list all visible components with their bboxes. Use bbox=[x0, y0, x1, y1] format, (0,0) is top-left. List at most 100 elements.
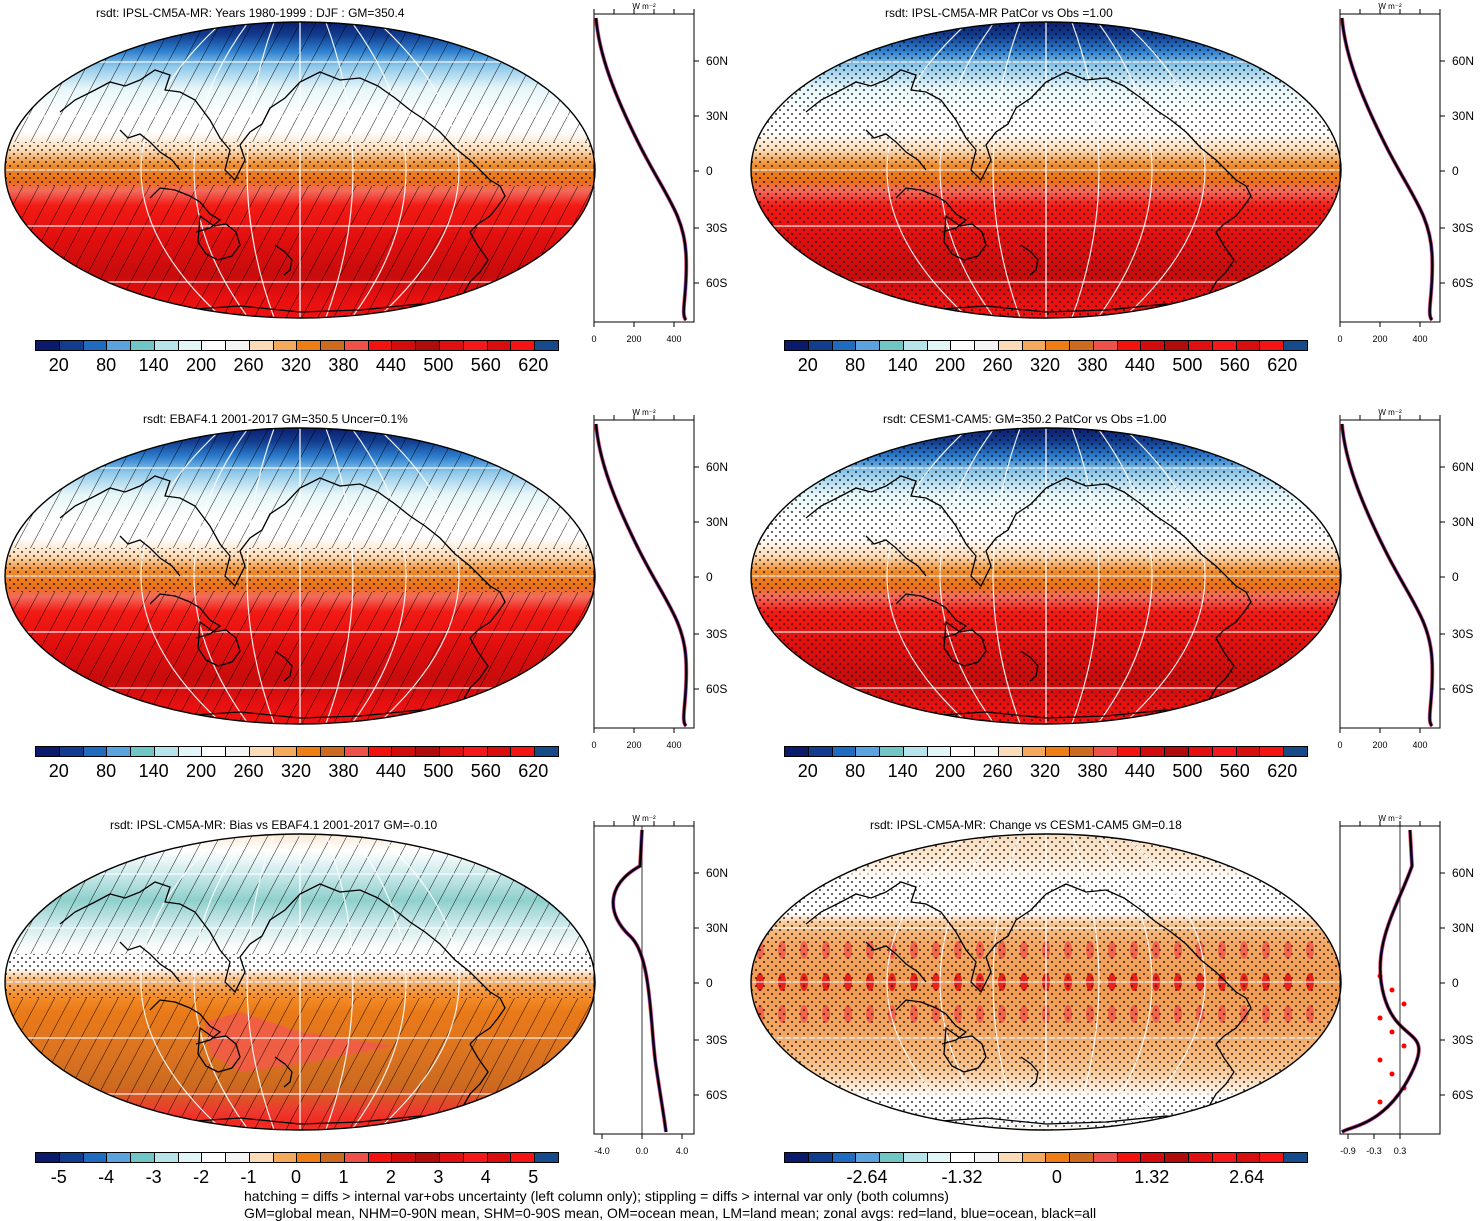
colorbar-swatch bbox=[344, 341, 369, 350]
colorbar-label: 200 bbox=[186, 761, 217, 781]
zonal-unit: W m⁻² bbox=[1378, 408, 1402, 417]
colorbar-label: 620 bbox=[518, 761, 549, 781]
colorbar-swatch bbox=[903, 747, 928, 756]
colorbar-swatch bbox=[154, 1153, 179, 1162]
colorbar-swatch bbox=[1284, 341, 1307, 350]
colorbar-swatch bbox=[368, 747, 393, 756]
colorbar-swatch bbox=[903, 341, 928, 350]
colorbar-label: 320 bbox=[280, 355, 312, 375]
zonal-lat-label: 60N bbox=[1452, 54, 1474, 68]
colorbar-label: 260 bbox=[233, 761, 264, 781]
zonal-unit: W m⁻² bbox=[632, 408, 656, 417]
colorbar-swatch bbox=[1141, 747, 1166, 756]
colorbar-ebaf bbox=[35, 746, 559, 757]
colorbar-swatch bbox=[1260, 341, 1285, 350]
panel-title-ebaf: rsdt: EBAF4.1 2001-2017 GM=350.5 Uncer=0… bbox=[143, 412, 408, 426]
colorbar-swatch bbox=[1141, 1153, 1166, 1162]
colorbar-label: 440 bbox=[1124, 355, 1155, 375]
colorbar-swatch bbox=[344, 747, 369, 756]
colorbar-label: 500 bbox=[423, 355, 454, 375]
colorbar-swatch bbox=[154, 747, 179, 756]
zonal-tick-label: 0.0 bbox=[636, 1146, 649, 1156]
colorbar-label: 4 bbox=[480, 1167, 491, 1187]
colorbar-swatch bbox=[808, 341, 833, 350]
zonal-ebaf: W m⁻² 60N 30N 0 30S 60S 0 200 400 bbox=[591, 408, 728, 750]
colorbar-swatch bbox=[535, 341, 558, 350]
colorbar-swatch bbox=[1093, 1153, 1118, 1162]
colorbar-swatch bbox=[36, 747, 60, 756]
colorbar-swatch bbox=[1070, 1153, 1094, 1162]
colorbar-swatch bbox=[1165, 747, 1190, 756]
colorbar-swatch bbox=[463, 747, 488, 756]
colorbar-swatch bbox=[273, 1153, 298, 1162]
map-cesm bbox=[750, 427, 1342, 725]
zonal-bias: W m⁻² 60N 30N 0 30S 60S -4.0 0.0 4.0 bbox=[593, 814, 728, 1156]
zonal-lat-label: 30N bbox=[706, 109, 728, 123]
map-outline bbox=[4, 21, 596, 319]
colorbar-swatch bbox=[1260, 1153, 1285, 1162]
zonal-lat-label: 60S bbox=[706, 1088, 727, 1102]
colorbar-swatch bbox=[1022, 747, 1047, 756]
colorbar-swatch bbox=[202, 1153, 227, 1162]
footer-note-legend: GM=global mean, NHM=0-90N mean, SHM=0-90… bbox=[244, 1205, 1097, 1221]
zonal-tick-label: 400 bbox=[666, 740, 681, 750]
colorbar-swatch bbox=[1022, 1153, 1047, 1162]
colorbar-swatch bbox=[535, 1153, 558, 1162]
colorbar-swatch bbox=[131, 1153, 155, 1162]
zonal-frame bbox=[593, 825, 695, 1135]
colorbar-swatch bbox=[856, 747, 881, 756]
colorbar-swatch bbox=[975, 341, 999, 350]
colorbar-label: 380 bbox=[328, 355, 359, 375]
colorbar-label: 80 bbox=[845, 355, 866, 375]
colorbar-label: 560 bbox=[470, 761, 501, 781]
zonal-curve bbox=[1340, 17, 1434, 321]
zonal-tick-label: -0.9 bbox=[1340, 1146, 1356, 1156]
colorbar-swatch bbox=[154, 341, 179, 350]
zonal-cesm: W m⁻² 60N 30N 0 30S 60S 0 200 400 bbox=[1337, 408, 1474, 750]
colorbar-label: 620 bbox=[518, 355, 549, 375]
colorbar-label: 380 bbox=[1077, 355, 1108, 375]
colorbar-label: 380 bbox=[1077, 761, 1108, 781]
colorbar-swatch bbox=[951, 341, 976, 350]
zonal-lat-label: 0 bbox=[706, 976, 713, 990]
colorbar-label: -2 bbox=[193, 1167, 210, 1187]
zonal-tick-label: 4.0 bbox=[676, 1146, 689, 1156]
colorbar-swatch bbox=[880, 1153, 904, 1162]
colorbar-swatch bbox=[1189, 747, 1213, 756]
zonal-lat-label: 60N bbox=[706, 460, 728, 474]
colorbar-label: 620 bbox=[1267, 355, 1298, 375]
colorbar-label: 20 bbox=[797, 761, 818, 781]
colorbar-swatch bbox=[1093, 341, 1118, 350]
colorbar-label: 560 bbox=[470, 355, 501, 375]
colorbar-swatch bbox=[880, 747, 904, 756]
map-bias bbox=[4, 833, 596, 1131]
colorbar-swatch bbox=[998, 747, 1023, 756]
zonal-tick-label: 200 bbox=[626, 334, 641, 344]
colorbar-swatch bbox=[511, 1153, 536, 1162]
zonal-curve bbox=[594, 423, 688, 727]
zonal-unit: W m⁻² bbox=[632, 2, 656, 11]
zonal-unit: W m⁻² bbox=[1378, 2, 1402, 11]
colorbar-label: 560 bbox=[1219, 355, 1250, 375]
map-outline bbox=[750, 21, 1342, 319]
colorbar-swatch bbox=[392, 1153, 417, 1162]
colorbar-swatch bbox=[178, 747, 203, 756]
colorbar-label: 2 bbox=[385, 1167, 396, 1187]
colorbar-swatch bbox=[321, 341, 345, 350]
colorbar-swatch bbox=[83, 1153, 108, 1162]
colorbar-swatch bbox=[273, 747, 298, 756]
zonal-frame bbox=[1339, 825, 1441, 1135]
colorbar-swatch bbox=[440, 747, 464, 756]
zonal-tick-label: 200 bbox=[1372, 334, 1387, 344]
colorbar-swatch bbox=[998, 341, 1023, 350]
colorbar-swatch bbox=[1212, 1153, 1237, 1162]
zonal-curve bbox=[612, 829, 668, 1133]
colorbar-label: 20 bbox=[48, 355, 69, 375]
zonal-tick-label: 0 bbox=[591, 740, 596, 750]
colorbar-swatch bbox=[927, 1153, 952, 1162]
map-change bbox=[750, 833, 1342, 1131]
colorbar-swatch bbox=[1189, 341, 1213, 350]
colorbar-swatch bbox=[392, 341, 417, 350]
colorbar-swatch bbox=[856, 1153, 881, 1162]
zonal-lat-label: 30S bbox=[706, 221, 727, 235]
